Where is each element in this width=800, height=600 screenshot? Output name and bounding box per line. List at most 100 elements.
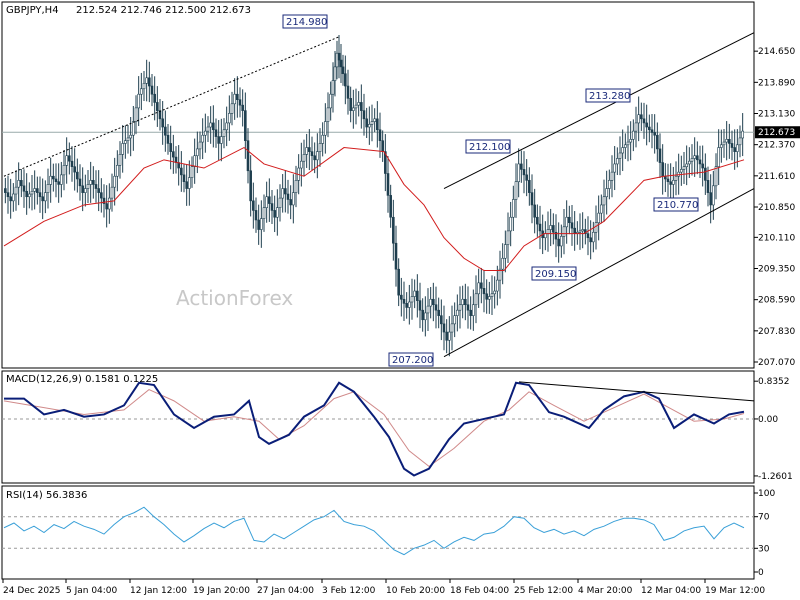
price-callout-box bbox=[388, 352, 434, 367]
candle-body bbox=[339, 59, 343, 68]
rsi-axis: 100 70 30 0 bbox=[2, 489, 775, 578]
candle-body bbox=[496, 279, 499, 292]
candle-body bbox=[504, 244, 507, 259]
time-axis: 24 Dec 2025 5 Jan 04:00 12 Jan 12:00 19 Jan… bbox=[2, 579, 765, 596]
candle-body bbox=[458, 304, 462, 311]
candle-body bbox=[316, 151, 319, 161]
candle-body bbox=[573, 227, 576, 234]
candle-body bbox=[480, 282, 483, 289]
candle-body bbox=[100, 192, 103, 199]
macd-tick-label: 0.8352 bbox=[758, 377, 790, 387]
candle-body bbox=[637, 114, 640, 124]
candle-body bbox=[408, 301, 411, 308]
candle-body bbox=[696, 155, 699, 161]
price-tick-label: 207.830 bbox=[758, 327, 795, 337]
candle-body bbox=[405, 303, 408, 308]
candle-body bbox=[265, 196, 268, 208]
price-callout-box bbox=[653, 197, 699, 212]
price-callout-box bbox=[282, 14, 328, 29]
candle-body bbox=[546, 229, 550, 234]
candle-body bbox=[581, 229, 584, 232]
last-price-badge bbox=[755, 126, 800, 139]
candle-body bbox=[150, 85, 154, 95]
candle-body bbox=[642, 118, 646, 124]
candle-body bbox=[698, 159, 702, 165]
candle-body bbox=[17, 180, 20, 188]
candle-body bbox=[490, 293, 494, 297]
candle-body bbox=[682, 166, 686, 170]
candle-body bbox=[450, 323, 454, 333]
candle-body bbox=[329, 93, 332, 109]
macd-signal-line bbox=[3, 388, 745, 468]
candle-body bbox=[188, 177, 191, 189]
price-callout-label: 209.150 bbox=[535, 269, 576, 280]
candle-body bbox=[461, 298, 464, 306]
candle-body bbox=[634, 122, 638, 132]
candle-body bbox=[493, 290, 496, 295]
candle-body bbox=[33, 188, 36, 192]
price-tick-label: 208.590 bbox=[758, 296, 795, 306]
candle-body bbox=[592, 231, 595, 243]
candle-body bbox=[158, 110, 162, 120]
candle-body bbox=[140, 88, 143, 95]
candle-body bbox=[624, 144, 627, 148]
candle-body bbox=[81, 185, 84, 193]
candle-body bbox=[621, 147, 624, 154]
macd-trendline bbox=[518, 381, 755, 402]
moving-average-line bbox=[3, 146, 745, 272]
candle-body bbox=[413, 290, 416, 297]
candle-body bbox=[238, 99, 242, 106]
candle-body bbox=[618, 152, 622, 159]
candle-body bbox=[190, 166, 194, 178]
candle-body bbox=[544, 233, 547, 239]
candle-body bbox=[474, 293, 478, 306]
candle-body bbox=[557, 238, 560, 247]
price-tick-label: 209.350 bbox=[758, 265, 795, 275]
candle-body bbox=[252, 200, 255, 211]
candle-body bbox=[416, 290, 419, 301]
candle-body bbox=[260, 218, 263, 230]
candle-body bbox=[270, 203, 274, 211]
candle-body bbox=[292, 192, 295, 206]
candle-body bbox=[300, 160, 303, 169]
candle-body bbox=[214, 129, 218, 137]
candle-body bbox=[453, 315, 456, 325]
candle-body bbox=[725, 139, 728, 143]
candle-body bbox=[281, 188, 284, 199]
candle-body bbox=[126, 137, 130, 141]
candle-body bbox=[284, 188, 287, 195]
candle-body bbox=[368, 123, 371, 128]
candle-body bbox=[429, 298, 432, 307]
rsi-tick-label: 100 bbox=[758, 489, 775, 499]
candle-body bbox=[321, 134, 324, 144]
candle-body bbox=[685, 163, 688, 167]
candle-body bbox=[333, 66, 337, 81]
candle-body bbox=[434, 304, 438, 311]
candle-body bbox=[466, 304, 470, 311]
candle-body bbox=[402, 298, 406, 304]
candle-body bbox=[273, 210, 276, 218]
candle-body bbox=[410, 296, 414, 303]
candle-body bbox=[38, 192, 42, 198]
time-tick-label: 19 Mar 12:00 bbox=[705, 586, 765, 596]
candle-body bbox=[666, 178, 670, 183]
candle-body bbox=[110, 186, 114, 199]
candle-body bbox=[570, 222, 574, 229]
candle-body bbox=[386, 173, 390, 196]
price-pane bbox=[1, 1, 755, 369]
candle-body bbox=[688, 160, 691, 165]
macd-tick-label: 0.00 bbox=[758, 415, 778, 425]
candle-body bbox=[134, 107, 138, 122]
candle-body bbox=[166, 134, 170, 144]
candle-body bbox=[712, 185, 715, 206]
candle-body bbox=[276, 207, 279, 218]
candle-body bbox=[354, 104, 358, 109]
candle-body bbox=[584, 229, 587, 234]
candle-body bbox=[344, 73, 347, 87]
time-tick-label: 5 Jan 04:00 bbox=[66, 586, 118, 596]
candle-body bbox=[9, 196, 12, 202]
trendline bbox=[443, 188, 755, 358]
candle-body bbox=[349, 98, 352, 111]
price-callout-label: 214.980 bbox=[286, 17, 327, 28]
